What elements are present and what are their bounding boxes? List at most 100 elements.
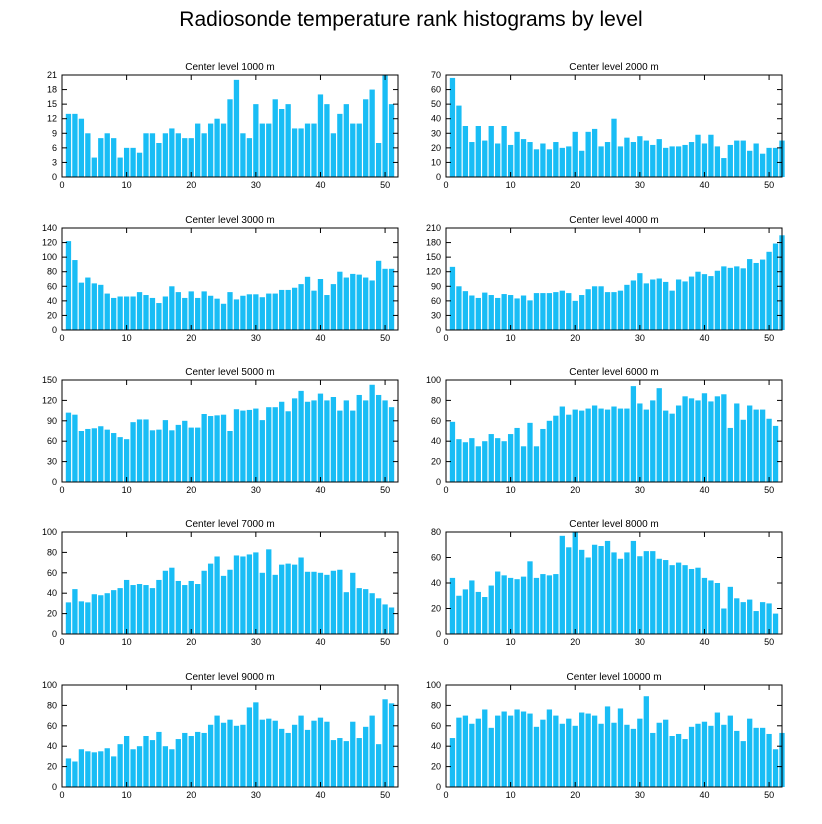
bar [72,113,78,177]
bar [766,251,772,330]
bar [363,589,369,634]
y-tick-label: 0 [436,172,441,182]
bar [734,266,740,330]
bar [462,126,469,177]
x-tick-label: 0 [59,790,64,800]
bar [375,260,382,330]
bar [337,738,343,787]
bar [65,602,72,634]
bar [111,297,117,330]
bar [559,290,565,330]
bar [546,149,553,177]
bar [656,278,662,330]
panel-title: Center level 6000 m [569,367,659,378]
bar [382,604,388,634]
bar [117,157,123,177]
x-tick-label: 40 [699,180,709,190]
bar [207,724,214,787]
bar [78,118,85,177]
bar [708,134,714,177]
bar [246,707,253,787]
bar [624,284,630,330]
y-tick-label: 9 [52,128,57,138]
bar [324,295,330,330]
x-tick-label: 20 [186,637,196,647]
bar [475,297,481,330]
plot-frame [61,74,399,178]
bar [663,281,669,330]
bar [343,104,349,177]
x-tick-label: 40 [699,790,709,800]
bar [501,294,507,330]
bar [604,292,611,330]
bar [637,136,643,177]
bar [350,123,356,177]
bar [117,437,123,482]
bar [207,295,214,330]
y-tick-label: 60 [47,436,57,446]
bar [591,405,598,482]
y-tick-label: 20 [431,762,441,772]
bar [279,401,285,482]
bar [637,273,643,330]
bar [488,585,494,634]
bar [337,113,343,177]
bar [350,572,356,634]
bar [591,286,598,330]
x-tick-label: 30 [251,180,261,190]
bar [227,431,233,482]
y-tick-label: 80 [431,395,441,405]
bar [507,144,514,177]
bar [721,394,727,482]
x-tick-label: 50 [764,180,774,190]
y-tick-label: 90 [47,416,57,426]
bar [772,147,779,177]
panel-6: Center level 6000 m 0 20 40 60 80 100 0 10 20 30 40… [426,367,783,495]
x-tick-label: 40 [315,485,325,495]
bar [695,723,701,787]
bar [475,591,481,634]
x-tick-label: 10 [122,485,132,495]
y-tick-label: 180 [426,238,441,248]
bar [136,746,143,787]
bar [553,142,559,177]
bar [759,727,766,787]
bar [753,262,759,330]
x-tick-label: 40 [315,180,325,190]
bar [533,149,540,177]
y-tick-label: 40 [47,588,57,598]
bar [643,283,649,330]
bar [136,292,143,330]
bar [104,293,110,330]
bar [369,715,375,787]
bar [162,296,169,330]
bar [553,715,559,787]
plot-frame [445,379,783,483]
bar [233,725,240,787]
bar [701,577,708,634]
bar [220,414,227,482]
bar [266,549,272,634]
bar [304,276,311,330]
bar [617,290,624,330]
bar [272,293,278,330]
panel-8: Center level 8000 m 0 20 40 60 80 0 10 20 30 40 50 [431,519,783,647]
bar [233,299,240,330]
x-tick-label: 20 [186,333,196,343]
bar [669,290,675,330]
bar [117,296,123,330]
bar [117,588,123,634]
bar [734,403,740,482]
bar [259,297,265,330]
bar [169,430,175,482]
bar [78,282,85,330]
bar [643,696,649,787]
bar [85,602,91,634]
bar [469,295,475,330]
bar [527,561,533,634]
x-tick-label: 50 [380,485,390,495]
bar [149,133,156,177]
bar [98,284,104,330]
y-tick-label: 80 [431,700,441,710]
bar [559,535,565,634]
